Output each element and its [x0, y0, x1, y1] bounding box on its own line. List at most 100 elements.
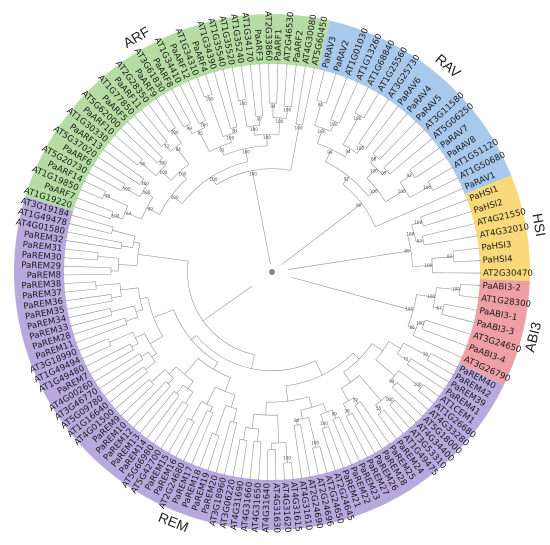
- tree-branch: [460, 283, 473, 286]
- tree-branch: [230, 422, 237, 448]
- tree-branch: [209, 406, 213, 412]
- tree-branch: [63, 281, 89, 284]
- leaf-label: PaARF2: [292, 30, 306, 63]
- tree-branch: [63, 257, 73, 259]
- tree-branch: [251, 414, 255, 429]
- tree-branch: [302, 112, 306, 126]
- tree-branch: [319, 446, 323, 457]
- tree-branch: [202, 285, 253, 322]
- bootstrap-value: 100: [171, 130, 179, 135]
- tree-branch: [136, 173, 144, 180]
- tree-branch: [308, 396, 313, 408]
- tree-branch: [177, 100, 191, 124]
- tree-branch: [387, 413, 404, 435]
- bootstrap-value: 100: [356, 146, 364, 151]
- bootstrap-value: 100: [123, 186, 131, 191]
- tree-branch: [85, 348, 122, 367]
- tree-branch: [139, 384, 154, 398]
- tree-branch: [146, 418, 162, 440]
- tree-branch: [233, 408, 238, 422]
- tree-branch: [63, 266, 99, 268]
- tree-branch: [151, 369, 166, 383]
- tree-branch: [469, 308, 478, 311]
- tree-branch: [187, 125, 193, 135]
- tree-branch: [249, 64, 256, 110]
- tree-branch: [139, 161, 157, 176]
- tree-branch: [100, 317, 126, 327]
- tree-branch: [241, 454, 246, 479]
- tree-branch: [184, 358, 199, 375]
- tree-branch: [418, 390, 429, 400]
- bootstrap-value: 84: [318, 103, 324, 108]
- bootstrap-value: 100: [263, 135, 271, 140]
- tree-branch: [207, 82, 213, 95]
- bootstrap-value: 100: [111, 213, 119, 218]
- tree-branch: [167, 429, 182, 454]
- tree-branch: [308, 467, 311, 478]
- tree-branch: [420, 203, 457, 218]
- tree-branch: [153, 148, 163, 159]
- tree-branch: [350, 425, 368, 459]
- tree-branch: [102, 294, 112, 296]
- tree-branch: [140, 379, 150, 387]
- tree-branch: [459, 295, 470, 297]
- tree-branch: [471, 247, 480, 250]
- bootstrap-value: 100: [276, 119, 284, 124]
- tree-branch: [147, 103, 165, 126]
- tree-branch: [64, 248, 86, 252]
- tree-branch: [110, 305, 135, 313]
- tree-branch: [385, 395, 393, 403]
- bootstrap-value: 98: [105, 194, 111, 199]
- bootstrap-value: 97: [257, 117, 263, 122]
- bootstrap-value: 83: [232, 128, 238, 133]
- tree-branch: [414, 172, 423, 179]
- group-band-arf: [25, 14, 331, 212]
- tree-branch: [90, 288, 97, 290]
- tree-branch: [168, 366, 177, 375]
- bootstrap-value: 100: [200, 123, 208, 128]
- tree-branch: [153, 415, 174, 445]
- tree-branch: [330, 121, 336, 132]
- tree-branch: [201, 410, 208, 423]
- tree-branch: [108, 378, 140, 404]
- tree-branch: [332, 419, 336, 425]
- bootstrap-value: 100: [159, 170, 167, 175]
- tree-branch: [98, 214, 111, 219]
- tree-branch: [339, 114, 344, 124]
- tree-branch: [79, 188, 91, 195]
- tree-branch: [283, 470, 285, 481]
- bootstrap-value: 100: [414, 220, 422, 225]
- tree-branch: [362, 417, 383, 450]
- tree-branch: [122, 359, 144, 374]
- tree-branch: [149, 336, 163, 345]
- tree-branch: [125, 317, 138, 322]
- tree-branch: [375, 359, 395, 377]
- bootstrap-value: 100: [398, 189, 406, 194]
- tree-branch: [467, 260, 481, 262]
- tree-branch: [365, 138, 374, 149]
- tree-branch: [375, 404, 382, 413]
- bootstrap-value: 63: [417, 238, 423, 243]
- tree-branch: [334, 424, 353, 466]
- bootstrap-value: 91: [219, 147, 225, 152]
- tree-branch: [236, 439, 241, 456]
- bootstrap-value: 100: [159, 160, 167, 165]
- tree-branch: [342, 115, 360, 145]
- tree-branch: [151, 353, 157, 358]
- tree-branch: [308, 417, 317, 448]
- tree-branch: [383, 409, 388, 415]
- tree-branch: [242, 99, 248, 127]
- tree-branch: [190, 421, 195, 428]
- tree-branch: [443, 303, 470, 310]
- tree-branch: [220, 146, 225, 156]
- tree-branch: [396, 382, 405, 390]
- tree-branch: [185, 391, 194, 404]
- bootstrap-value: 100: [416, 320, 424, 325]
- tree-branch: [146, 116, 168, 142]
- tree-branch: [416, 294, 436, 298]
- tree-branch: [287, 250, 411, 270]
- tree-branch: [117, 349, 134, 359]
- tree-branch: [415, 409, 424, 417]
- tree-branch: [343, 372, 351, 383]
- tree-branch: [285, 385, 289, 402]
